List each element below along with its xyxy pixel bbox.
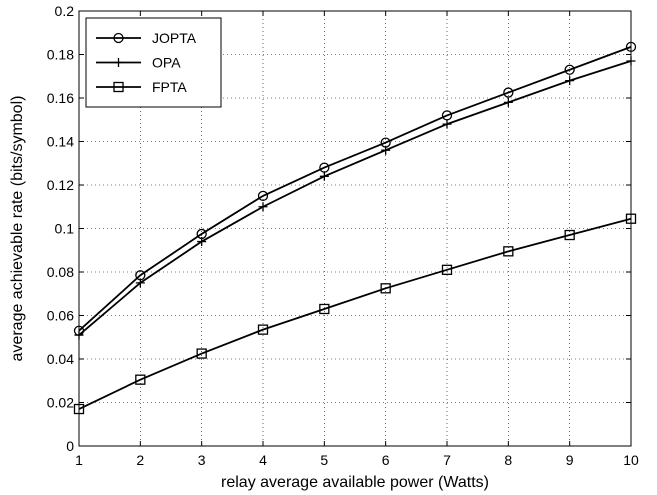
- series-line: [78, 217, 632, 410]
- y-tick-label: 0: [66, 438, 74, 454]
- data-point-square: [196, 348, 207, 359]
- x-tick-label: 7: [443, 452, 451, 468]
- legend-label: JOPTA: [152, 30, 197, 46]
- y-tick-label: 0.18: [47, 47, 74, 63]
- legend-marker-circle: [113, 32, 124, 44]
- data-point-square: [135, 374, 146, 385]
- data-point-plus: [258, 202, 268, 212]
- data-point-plus: [565, 76, 575, 86]
- x-tick-label: 3: [198, 452, 206, 468]
- series-fpta: [73, 213, 637, 415]
- series-line: [78, 60, 632, 336]
- y-tick-label: 0.02: [47, 395, 74, 411]
- axis-ticks: 1 2 3 4 5 6 7 8 9 10 0 0.02 0.04 0.06 0.08 0.1 0.12 0.14 0…: [47, 3, 639, 468]
- data-point-square: [564, 229, 575, 241]
- y-axis-label: average achievable rate (bits/symbol): [9, 96, 26, 362]
- series-line: [78, 46, 632, 332]
- x-axis-label: relay average available power (Watts): [221, 474, 489, 491]
- y-tick-label: 0.2: [55, 3, 75, 19]
- legend-label: OPA: [152, 55, 181, 71]
- data-point-plus: [442, 119, 452, 129]
- legend-item-opa: OPA: [96, 55, 181, 71]
- data-point-plus: [197, 237, 207, 247]
- data-point-circle: [257, 190, 269, 202]
- x-tick-label: 9: [566, 452, 574, 468]
- x-tick-label: 6: [382, 452, 390, 468]
- y-tick-label: 0.14: [47, 134, 74, 150]
- x-tick-label: 2: [136, 452, 144, 468]
- legend-item-fpta: FPTA: [96, 79, 187, 95]
- data-point-square: [319, 303, 330, 315]
- x-tick-label: 4: [259, 452, 267, 468]
- data-point-circle: [503, 87, 514, 98]
- x-tick-label: 1: [75, 452, 83, 468]
- data-point-plus: [135, 278, 145, 288]
- data-point-square: [441, 264, 453, 275]
- data-point-plus: [381, 145, 391, 155]
- y-tick-label: 0.04: [47, 351, 74, 367]
- data-point-square: [503, 246, 514, 257]
- y-tick-label: 0.16: [47, 90, 74, 106]
- legend: JOPTA OPA FPTA: [85, 17, 222, 108]
- y-tick-label: 0.1: [55, 221, 75, 237]
- legend-marker-square: [113, 81, 124, 93]
- data-point-circle: [564, 64, 575, 75]
- data-point-plus: [503, 97, 513, 107]
- legend-label: FPTA: [152, 79, 187, 95]
- y-tick-label: 0.06: [47, 308, 74, 324]
- y-tick-label: 0.08: [47, 264, 74, 280]
- y-tick-label: 0.12: [47, 177, 74, 193]
- x-tick-label: 10: [623, 452, 639, 468]
- series-layer: [73, 41, 637, 415]
- x-tick-label: 8: [504, 452, 512, 468]
- legend-marker-plus: [114, 58, 123, 67]
- legend-item-jopta: JOPTA: [96, 30, 197, 46]
- data-point-square: [257, 324, 269, 335]
- data-point-plus: [319, 171, 329, 181]
- data-point-square: [380, 283, 391, 294]
- x-tick-label: 5: [320, 452, 328, 468]
